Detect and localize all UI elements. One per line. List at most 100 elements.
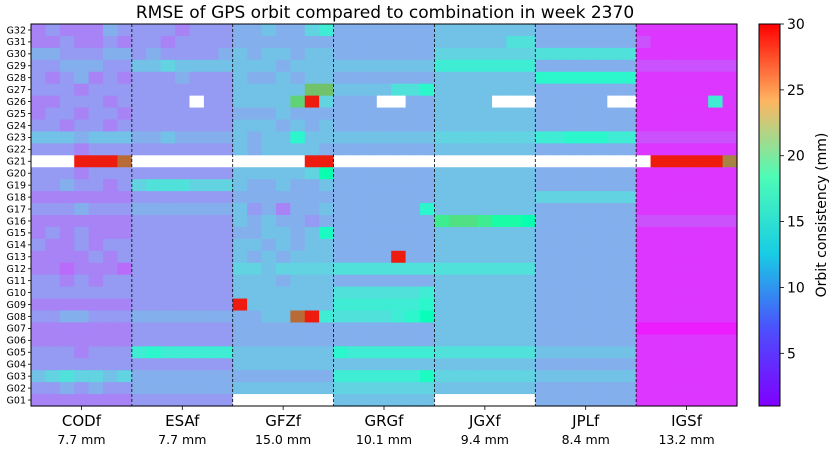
heatmap-cell — [391, 382, 407, 395]
heatmap-cell — [650, 203, 666, 216]
heatmap-cell — [218, 203, 234, 216]
heatmap-cell — [31, 179, 47, 192]
heatmap-cell — [664, 35, 680, 49]
heatmap-cell — [578, 346, 594, 359]
heatmap-cell — [247, 203, 263, 216]
heatmap-cell — [59, 394, 75, 407]
heatmap-cell — [261, 262, 277, 276]
heatmap-cell — [304, 370, 320, 383]
heatmap-cell — [261, 155, 277, 168]
heatmap-cell — [520, 334, 536, 347]
heatmap-cell — [506, 310, 522, 324]
heatmap-cell — [261, 47, 277, 61]
heatmap-cell — [45, 47, 61, 61]
heatmap-cell — [131, 71, 147, 85]
heatmap-cell — [74, 24, 90, 37]
heatmap-cell — [463, 179, 479, 192]
heatmap-cell — [477, 107, 493, 121]
heatmap-cell — [391, 83, 407, 97]
heatmap-cell — [203, 358, 219, 371]
x-tick-label-mean: 7.7 mm — [158, 432, 206, 447]
heatmap-cell — [506, 358, 522, 371]
heatmap-cell — [578, 382, 594, 395]
heatmap-cell — [319, 322, 335, 335]
y-tick-label: G15 — [7, 228, 26, 239]
heatmap-cell — [520, 167, 536, 180]
heatmap-cell — [175, 250, 191, 264]
heatmap-cell — [347, 298, 363, 312]
heatmap-cell — [290, 59, 306, 73]
heatmap-cell — [520, 382, 536, 395]
heatmap-cell — [103, 215, 119, 228]
heatmap-cell — [722, 35, 738, 49]
heatmap-cell — [420, 203, 436, 216]
heatmap-cell — [664, 59, 680, 73]
heatmap-cell — [131, 179, 147, 192]
heatmap-cell — [232, 143, 248, 156]
heatmap-cell — [247, 346, 263, 359]
heatmap-cell — [564, 346, 580, 359]
heatmap-cell — [520, 24, 536, 37]
heatmap-cell — [434, 47, 450, 61]
heatmap-cell — [520, 370, 536, 383]
heatmap-cell — [347, 322, 363, 335]
heatmap-cell — [722, 179, 738, 192]
heatmap-cell — [59, 191, 75, 204]
heatmap-cell — [347, 382, 363, 395]
heatmap-cell — [160, 59, 176, 73]
heatmap-cell — [434, 382, 450, 395]
heatmap-cell — [636, 119, 652, 133]
heatmap-cell — [693, 286, 709, 300]
heatmap-cell — [679, 286, 695, 300]
heatmap-cell — [247, 24, 263, 37]
heatmap-cell — [175, 95, 191, 109]
heatmap-cell — [664, 238, 680, 252]
heatmap-cell — [592, 155, 608, 168]
heatmap-cell — [448, 107, 464, 121]
heatmap-cell — [708, 83, 724, 97]
heatmap-cell — [477, 59, 493, 73]
heatmap-cell — [722, 167, 738, 180]
heatmap-cell — [578, 262, 594, 276]
heatmap-cell — [621, 179, 637, 192]
heatmap-cell — [333, 119, 349, 133]
heatmap-cell — [175, 83, 191, 97]
heatmap-cell — [722, 191, 738, 204]
heatmap-cell — [708, 155, 724, 168]
heatmap-cell — [275, 238, 291, 252]
heatmap-cell — [362, 95, 378, 109]
heatmap-cell — [607, 394, 623, 407]
heatmap-cell — [463, 59, 479, 73]
heatmap-cell — [664, 179, 680, 192]
heatmap-cell — [434, 394, 450, 407]
heatmap-cell — [535, 107, 551, 121]
heatmap-cell — [146, 274, 162, 288]
heatmap-cell — [319, 310, 335, 324]
heatmap-cell — [607, 238, 623, 252]
heatmap-cell — [74, 131, 90, 144]
heatmap-cell — [506, 179, 522, 192]
heatmap-cell — [247, 274, 263, 288]
heatmap-cell — [189, 119, 205, 133]
heatmap-cell — [679, 119, 695, 133]
heatmap-cell — [722, 143, 738, 156]
heatmap-cell — [218, 131, 234, 144]
heatmap-cell — [492, 370, 508, 383]
heatmap-cell — [420, 155, 436, 168]
heatmap-cell — [448, 179, 464, 192]
heatmap-cell — [362, 107, 378, 121]
heatmap-cell — [333, 394, 349, 407]
heatmap-cell — [232, 298, 248, 312]
heatmap-cell — [45, 358, 61, 371]
heatmap-cell — [290, 47, 306, 61]
heatmap-cell — [391, 143, 407, 156]
heatmap-cell — [592, 203, 608, 216]
heatmap-cell — [333, 191, 349, 204]
heatmap-cell — [564, 310, 580, 324]
heatmap-cell — [391, 179, 407, 192]
heatmap-cell — [693, 262, 709, 276]
heatmap-cell — [492, 107, 508, 121]
heatmap-cell — [376, 238, 392, 252]
heatmap-cell — [492, 95, 508, 109]
heatmap-cell — [578, 394, 594, 407]
